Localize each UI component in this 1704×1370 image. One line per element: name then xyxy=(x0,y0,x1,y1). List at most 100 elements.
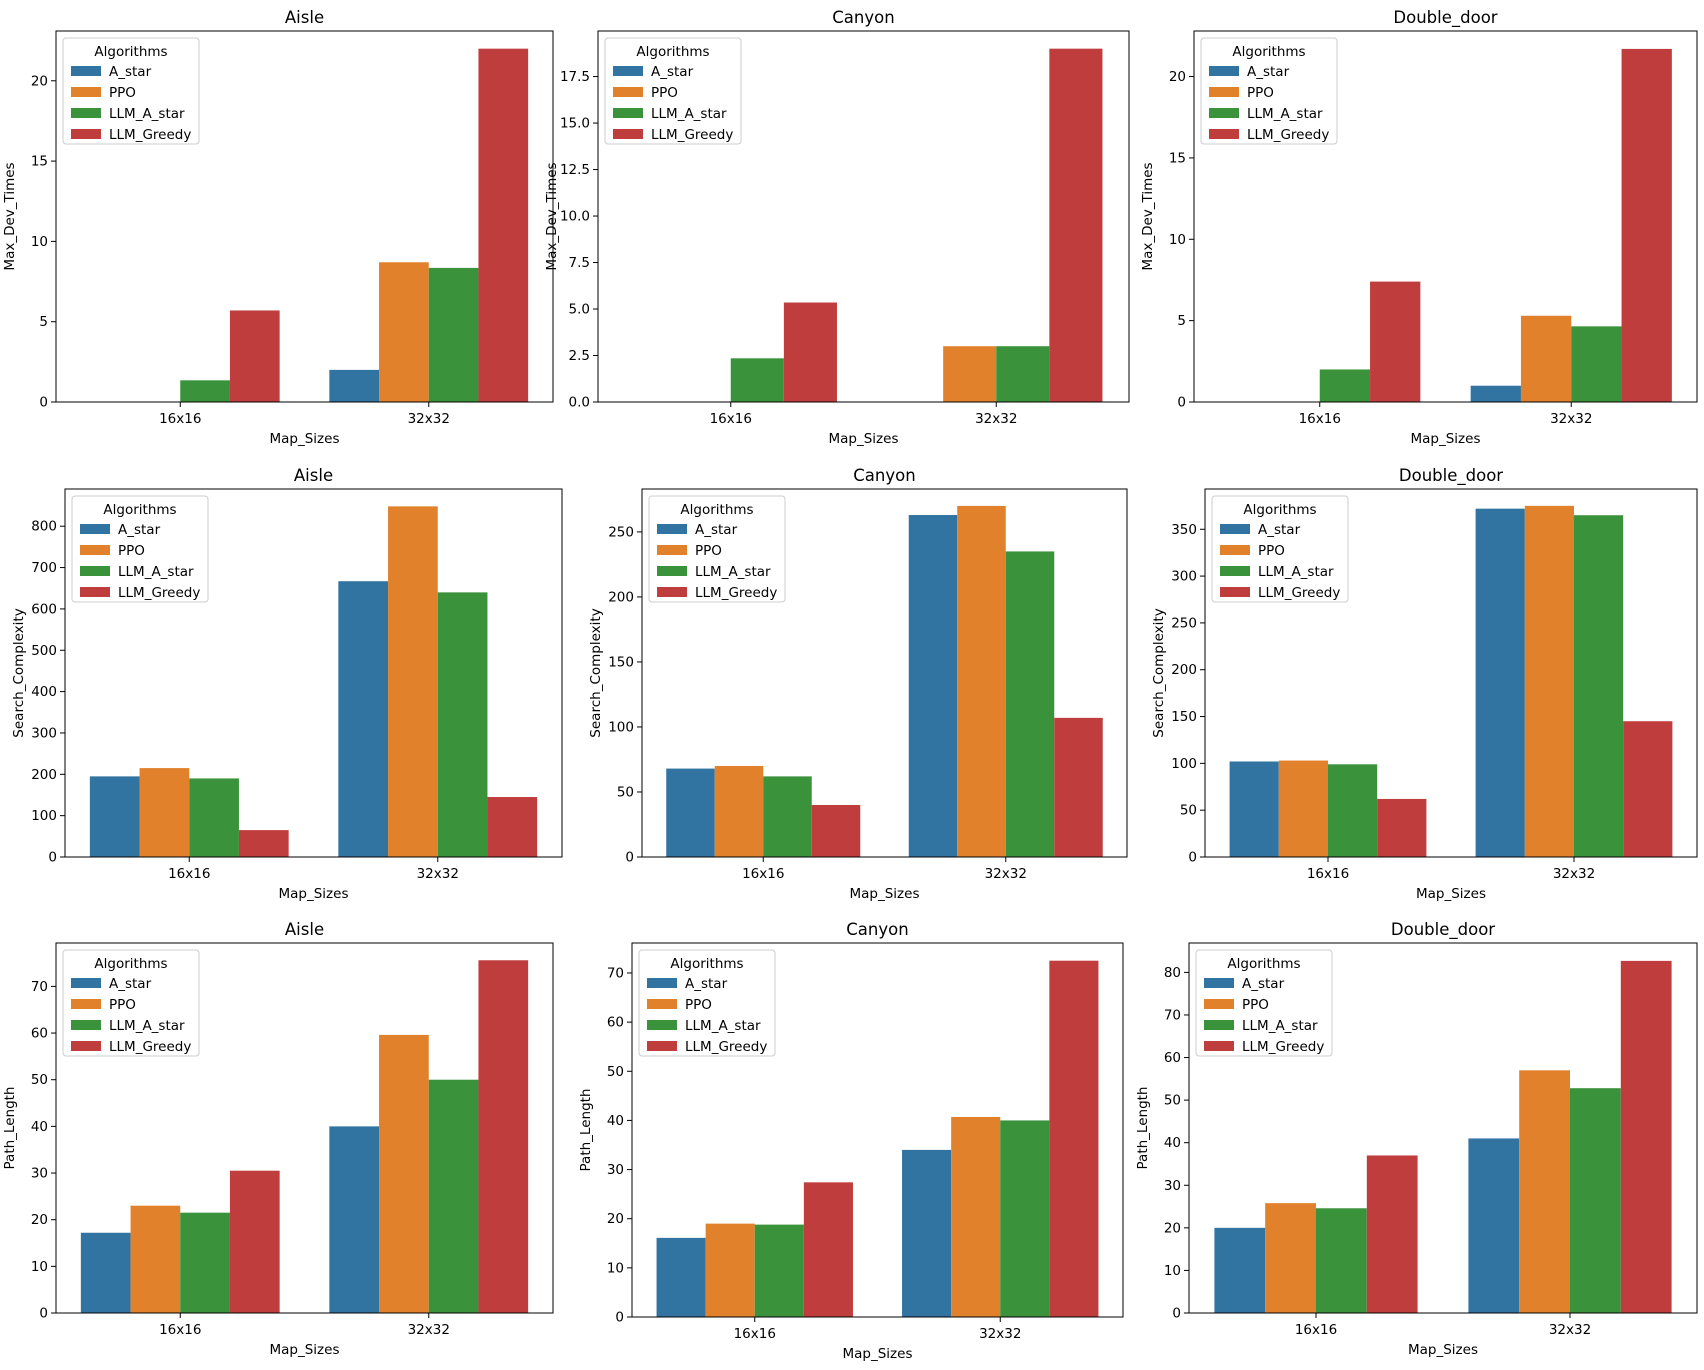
y-axis-label: Path_Length xyxy=(578,1089,594,1172)
bar-llm-a-star-16x16 xyxy=(180,1212,230,1313)
legend-swatch-ppo xyxy=(613,87,643,97)
legend-swatch-llm-greedy xyxy=(71,1041,101,1051)
y-tick-label: 200 xyxy=(608,589,634,605)
bar-a-star-32x32 xyxy=(908,515,958,857)
x-tick-label: 32x32 xyxy=(1550,411,1592,427)
legend: Algorithms A_star PPO LLM_A_star LLM_Greedy xyxy=(648,495,786,603)
x-tick-label: 16x16 xyxy=(159,411,201,427)
legend-label-a-star: A_star xyxy=(651,64,694,80)
y-tick-label: 0 xyxy=(615,1310,624,1326)
bar-llm-a-star-32x32 xyxy=(428,1079,479,1313)
legend-swatch-ppo xyxy=(1220,545,1250,555)
bar-llm-greedy-32x32 xyxy=(478,960,529,1313)
legend: Algorithms A_star PPO LLM_A_star LLM_Greedy xyxy=(1200,37,1338,145)
y-tick-label: 400 xyxy=(31,684,57,700)
legend: Algorithms A_star PPO LLM_A_star LLM_Greedy xyxy=(1211,495,1349,603)
chart-panel-1: 0 5 10 15 20 16x16 32x32 Aisle Map_Sizes Max_Dev_… xyxy=(2,8,554,447)
legend-swatch-llm-greedy xyxy=(647,1041,677,1051)
y-tick-label: 50 xyxy=(607,1064,624,1080)
bar-llm-greedy-16x16 xyxy=(1377,798,1427,857)
bar-llm-greedy-32x32 xyxy=(1621,48,1672,403)
legend-label-llm-a-star: LLM_A_star xyxy=(109,106,185,122)
legend-label-ppo: PPO xyxy=(651,85,678,101)
legend-swatch-llm-a-star xyxy=(657,566,687,576)
x-tick-label: 32x32 xyxy=(408,1322,450,1338)
bar-llm-a-star-16x16 xyxy=(1328,764,1378,857)
chart-title: Double_door xyxy=(1391,920,1495,940)
axes-frame xyxy=(631,942,1124,1318)
y-tick-label: 40 xyxy=(607,1113,624,1129)
axes-frame xyxy=(64,488,563,858)
chart-panel-6: 0 50 100 150 200 250 300 350 16x16 32x32 Double_do… xyxy=(1151,466,1698,902)
chart-panel-4: 0 100 200 300 400 500 600 700 800 16x16 32x32 Aisle… xyxy=(11,466,563,902)
y-axis-label: Max_Dev_Times xyxy=(1140,162,1156,270)
bar-ppo-16x16 xyxy=(139,768,190,857)
bar-ppo-32x32 xyxy=(388,506,438,857)
legend-swatch-llm-greedy xyxy=(1204,1041,1234,1051)
legend-swatch-llm-a-star xyxy=(613,108,643,118)
y-tick-label: 70 xyxy=(31,979,48,995)
legend-swatch-llm-a-star xyxy=(1209,108,1239,118)
legend-label-llm-greedy: LLM_Greedy xyxy=(109,1039,191,1055)
y-axis-label: Path_Length xyxy=(1135,1087,1151,1170)
legend-swatch-ppo xyxy=(71,999,101,1009)
y-tick-label: 0 xyxy=(625,850,634,866)
legend: Algorithms A_star PPO LLM_A_star LLM_Greedy xyxy=(62,37,200,145)
legend-label-a-star: A_star xyxy=(109,976,152,992)
legend-label-llm-a-star: LLM_A_star xyxy=(1242,1018,1318,1034)
legend-swatch-llm-greedy xyxy=(1209,129,1239,139)
bar-ppo-16x16 xyxy=(1278,760,1328,857)
legend-label-ppo: PPO xyxy=(1242,997,1269,1013)
bar-ppo-32x32 xyxy=(1524,505,1574,857)
y-tick-label: 700 xyxy=(31,560,57,576)
bar-ppo-32x32 xyxy=(1519,1070,1570,1313)
bar-llm-a-star-32x32 xyxy=(437,592,488,857)
bar-llm-a-star-32x32 xyxy=(1005,551,1055,857)
y-tick-label: 30 xyxy=(607,1162,624,1178)
chart-title: Aisle xyxy=(294,466,333,485)
x-axis-label: Map_Sizes xyxy=(829,431,899,447)
y-tick-label: 10 xyxy=(1164,1263,1181,1279)
axes-frame xyxy=(1204,488,1698,858)
axes-frame xyxy=(641,488,1128,858)
bar-llm-a-star-32x32 xyxy=(996,346,1050,402)
y-tick-label: 250 xyxy=(608,524,634,540)
y-tick-label: 20 xyxy=(31,1212,48,1228)
x-tick-label: 32x32 xyxy=(408,411,450,427)
y-tick-label: 15 xyxy=(31,154,48,170)
legend-swatch-ppo xyxy=(657,545,687,555)
chart-panel-8: 0 10 20 30 40 50 60 70 16x16 32x32 Canyon Map_Sizes… xyxy=(578,920,1124,1362)
legend-swatch-ppo xyxy=(647,999,677,1009)
bar-ppo-16x16 xyxy=(705,1223,755,1317)
legend-label-a-star: A_star xyxy=(109,64,152,80)
bar-llm-greedy-16x16 xyxy=(229,1170,280,1313)
bar-a-star-32x32 xyxy=(329,1126,380,1313)
y-tick-label: 0 xyxy=(39,395,48,411)
bar-ppo-32x32 xyxy=(957,505,1006,857)
bar-ppo-16x16 xyxy=(714,765,764,857)
y-tick-label: 150 xyxy=(608,654,634,670)
legend-swatch-llm-a-star xyxy=(1220,566,1250,576)
bar-a-star-16x16 xyxy=(89,776,140,857)
y-axis-label: Search_Complexity xyxy=(1151,608,1167,737)
legend-label-ppo: PPO xyxy=(109,85,136,101)
legend-label-ppo: PPO xyxy=(118,543,145,559)
bar-llm-greedy-16x16 xyxy=(238,830,289,857)
x-axis-label: Map_Sizes xyxy=(270,1342,340,1358)
y-tick-label: 60 xyxy=(1164,1050,1181,1066)
y-tick-label: 500 xyxy=(31,643,57,659)
bar-ppo-32x32 xyxy=(1520,315,1572,402)
y-tick-label: 350 xyxy=(1171,522,1197,538)
y-tick-label: 15.0 xyxy=(560,116,590,132)
legend-swatch-ppo xyxy=(1209,87,1239,97)
x-tick-label: 32x32 xyxy=(979,1326,1021,1342)
y-tick-label: 12.5 xyxy=(560,162,590,178)
y-axis-label: Search_Complexity xyxy=(11,608,27,737)
x-tick-label: 16x16 xyxy=(734,1326,776,1342)
y-tick-label: 5.0 xyxy=(569,302,590,318)
axes-frame xyxy=(55,30,554,403)
y-tick-label: 20 xyxy=(607,1211,624,1227)
y-tick-label: 20 xyxy=(31,73,48,89)
bar-llm-greedy-32x32 xyxy=(1049,960,1099,1317)
